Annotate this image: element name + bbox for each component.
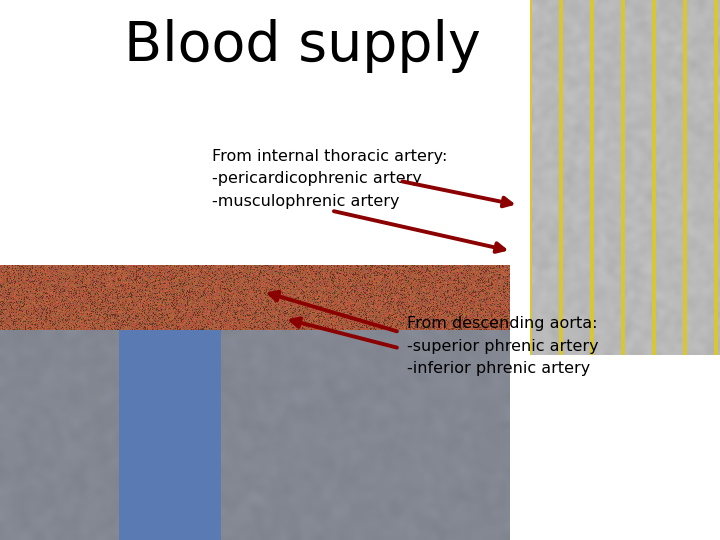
Text: From internal thoracic artery:
-pericardicophrenic artery
-musculophrenic artery: From internal thoracic artery: -pericard… (212, 148, 448, 209)
Text: Blood supply: Blood supply (124, 19, 481, 73)
Text: From descending aorta:
-superior phrenic artery
-inferior phrenic artery: From descending aorta: -superior phrenic… (407, 316, 598, 376)
